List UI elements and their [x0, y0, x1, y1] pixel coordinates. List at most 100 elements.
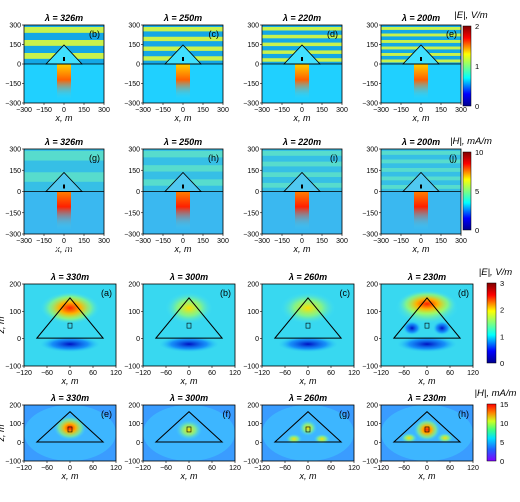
colorbar-tick-label: 5	[475, 187, 479, 196]
x-tick-label: −150	[393, 107, 409, 114]
x-tick-label: 0	[419, 107, 423, 114]
x-axis-label: x, m	[418, 376, 437, 386]
panel: λ = 326m (g) −300 −150 0 150 300 x, m 300 150 0 −15…	[5, 137, 110, 254]
y-tick-label: −150	[124, 81, 140, 88]
x-tick-label: 150	[435, 238, 447, 245]
x-tick-label: −150	[393, 238, 409, 245]
x-tick-label: 300	[455, 238, 467, 245]
y-tick-label: 200	[9, 403, 21, 410]
y-axis-label: z, m	[0, 316, 6, 335]
panel-title: λ = 330m	[50, 393, 89, 403]
panel: λ = 220m (d) −300 −150 0 150 300 x, m 300 150 0 −15…	[243, 13, 348, 123]
mountain-outline	[44, 44, 84, 65]
x-tick-label: 0	[181, 107, 185, 114]
mountain-outline	[401, 171, 441, 192]
x-tick-label: −150	[155, 238, 171, 245]
subfigure-row2: λ = 326m (g) −300 −150 0 150 300 x, m 300 150 0 −15…	[5, 136, 492, 254]
mountain-outline	[392, 411, 462, 443]
field-map	[381, 405, 473, 461]
y-tick-label: −150	[243, 81, 259, 88]
mountain-outline	[154, 411, 224, 443]
panel-title: λ = 230m	[407, 272, 446, 282]
y-tick-label: 0	[136, 336, 140, 343]
x-tick-label: 150	[78, 107, 90, 114]
panel-label: (c)	[209, 29, 220, 39]
mountain-outline	[282, 171, 322, 192]
colorbar-tick-label: 10	[475, 148, 483, 157]
x-tick-label: 0	[306, 465, 310, 472]
x-tick-label: 0	[187, 465, 191, 472]
x-tick-label: 60	[89, 370, 97, 377]
colorbar-tick-label: 0	[500, 457, 504, 466]
mountain-outline	[401, 44, 441, 65]
x-tick-label: −120	[16, 370, 32, 377]
field-map	[381, 149, 461, 234]
panel-label: (d)	[327, 29, 338, 39]
panel-label: (b)	[89, 29, 100, 39]
field-map	[24, 405, 116, 461]
x-tick-label: 300	[217, 107, 229, 114]
x-tick-label: 300	[98, 107, 110, 114]
mountain-outline	[392, 297, 462, 339]
y-axis-label: z, m	[0, 424, 6, 443]
y-tick-label: 0	[255, 336, 259, 343]
y-tick-label: 0	[255, 62, 259, 69]
y-tick-label: −100	[243, 364, 259, 371]
y-tick-label: 300	[128, 23, 140, 30]
panel: λ = 230m (d) −120 −60 0 60 120 x, m 200 100 0 −100	[362, 272, 479, 386]
x-tick-label: 300	[455, 107, 467, 114]
x-tick-label: 0	[425, 370, 429, 377]
panel-title: λ = 220m	[282, 137, 321, 147]
y-tick-label: 150	[366, 42, 378, 49]
mountain-outline	[35, 411, 105, 443]
tunnel-marker	[67, 426, 73, 433]
y-tick-label: 100	[247, 421, 259, 428]
field-map	[24, 284, 116, 366]
y-tick-label: 0	[136, 62, 140, 69]
mountain-outline	[273, 297, 343, 339]
y-tick-label: 0	[17, 189, 21, 196]
panel-label: (e)	[446, 29, 457, 39]
x-tick-label: 150	[316, 107, 328, 114]
tunnel-marker	[301, 184, 303, 189]
y-tick-label: 0	[374, 440, 378, 447]
colorbar-tick-label: 5	[500, 438, 504, 447]
x-tick-label: −120	[135, 465, 151, 472]
panel-title: λ = 250m	[163, 137, 202, 147]
x-axis-label: x, m	[174, 244, 193, 254]
tunnel-marker	[63, 57, 65, 61]
x-tick-label: 60	[327, 370, 335, 377]
y-tick-label: −150	[362, 81, 378, 88]
tunnel-marker	[424, 322, 430, 329]
panel-label: (g)	[339, 409, 350, 419]
tunnel-marker	[420, 57, 422, 61]
x-tick-label: 120	[110, 370, 122, 377]
field-map	[262, 25, 342, 103]
x-tick-label: −300	[135, 107, 151, 114]
colorbar: |E|, V/m2 1 0	[454, 10, 488, 111]
tunnel-marker	[305, 322, 311, 329]
tunnel-marker	[420, 184, 422, 189]
field-map	[381, 25, 461, 103]
y-tick-label: −300	[124, 101, 140, 108]
y-tick-label: 100	[366, 421, 378, 428]
x-tick-label: 120	[110, 465, 122, 472]
y-tick-label: −100	[362, 364, 378, 371]
panel-label: (a)	[101, 288, 112, 298]
y-tick-label: 0	[136, 440, 140, 447]
colorbar: |H|, mA/m10 5 0	[450, 136, 492, 235]
colorbar-tick-label: 2	[500, 306, 504, 315]
panel-title: λ = 260m	[288, 393, 327, 403]
y-tick-label: 150	[9, 42, 21, 49]
colorbar-tick-label: 2	[475, 22, 479, 31]
x-tick-label: 60	[446, 465, 454, 472]
y-tick-label: 100	[9, 309, 21, 316]
x-tick-label: 120	[348, 465, 360, 472]
subfigure-row1: λ = 326m (b) −300 −150 0 150 300 x, m 300 150 0 −15…	[5, 10, 488, 123]
y-tick-label: 150	[247, 168, 259, 175]
panel: λ = 260m (g) −120 −60 0 60 120 x, m 200 100 0 −100	[243, 393, 360, 481]
x-axis-label: x, m	[180, 376, 199, 386]
colorbar-tick-label: 15	[500, 400, 508, 409]
x-tick-label: −60	[160, 370, 172, 377]
